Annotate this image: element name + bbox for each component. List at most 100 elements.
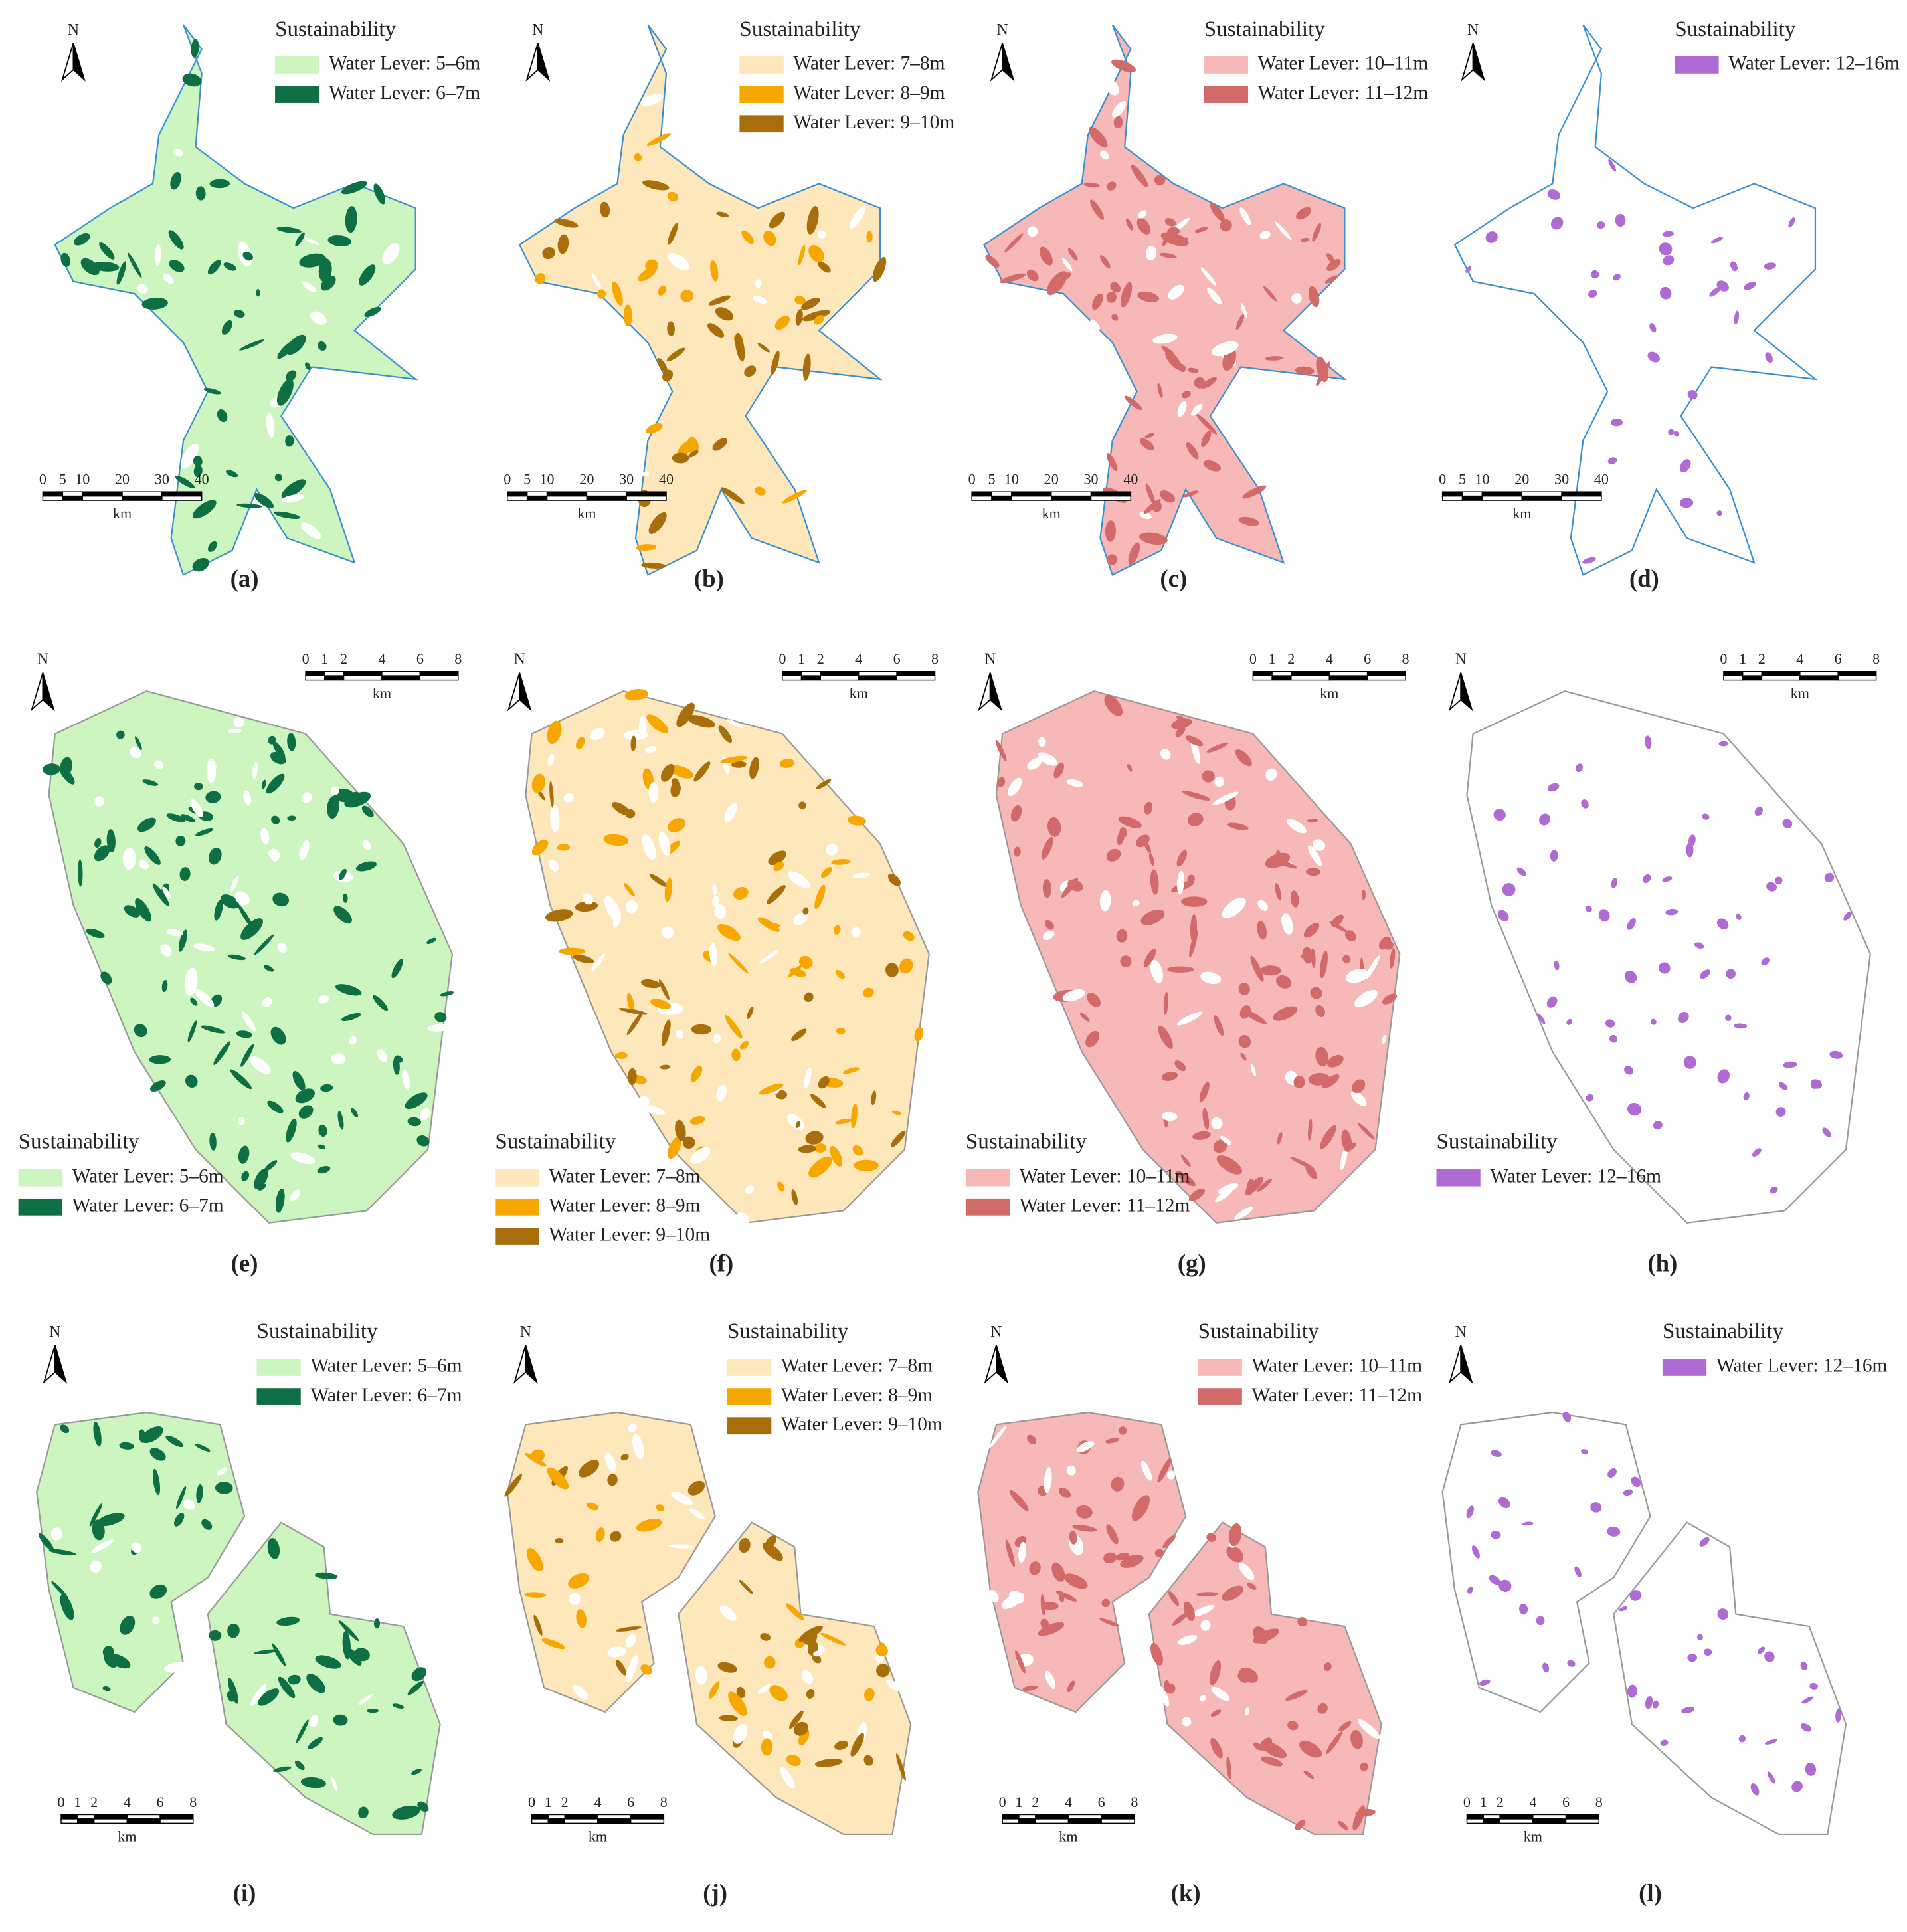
map-patch — [1320, 1125, 1336, 1149]
map-patch — [804, 992, 814, 1003]
scale-segment — [1481, 495, 1523, 501]
map-patch — [392, 1703, 405, 1709]
scale-segment — [60, 1814, 78, 1820]
map-patch — [590, 727, 605, 741]
map-patch — [1176, 1011, 1203, 1026]
map-patch — [1038, 1622, 1065, 1636]
scale-unit: km — [113, 505, 132, 522]
map-patch — [1242, 485, 1267, 499]
scale-tick-label: 0 — [57, 1794, 64, 1810]
scale-segment — [564, 1814, 598, 1820]
north-label: N — [984, 651, 996, 668]
map-patch — [1537, 1013, 1546, 1024]
map-patch — [760, 1633, 771, 1641]
map-patch — [1148, 852, 1155, 866]
map-patch — [1188, 1188, 1205, 1201]
map-patch — [1234, 1207, 1253, 1220]
map-patch — [195, 1444, 211, 1452]
map-patch — [361, 805, 374, 817]
map-patch — [1220, 219, 1232, 232]
legend-swatch — [495, 1228, 539, 1245]
scale-segment — [1461, 491, 1483, 497]
scale-segment — [419, 675, 459, 681]
map-patch — [373, 183, 386, 205]
map-patch — [1111, 1476, 1125, 1492]
map-patch — [355, 861, 377, 872]
map-patch — [48, 1549, 76, 1556]
map-patch — [1175, 726, 1186, 737]
legend-label: Water Lever: 12–16m — [1728, 53, 1900, 74]
map-patch — [1250, 955, 1264, 982]
map-patch — [1009, 1490, 1029, 1511]
map-patch — [650, 999, 671, 1009]
map-area — [207, 1521, 441, 1836]
map-patch — [658, 832, 671, 856]
scale-unit: km — [1791, 685, 1809, 702]
map-patch — [1157, 1458, 1172, 1483]
map-patch — [786, 1754, 801, 1767]
map-patch — [192, 500, 217, 519]
map-patch — [1588, 290, 1597, 298]
map-patch — [273, 511, 300, 520]
legend-label: Water Lever: 9–10m — [781, 1414, 943, 1435]
map-patch — [1211, 1686, 1230, 1701]
scale-tick-label: 1 — [1480, 1794, 1487, 1810]
map-patch — [818, 261, 831, 273]
map-patch — [1574, 1566, 1582, 1577]
map-patch — [227, 1623, 240, 1638]
north-arrow — [43, 1345, 56, 1384]
legend-title: Sustainability — [495, 1129, 616, 1154]
map-patch — [689, 1508, 705, 1520]
map-patch — [1609, 1034, 1618, 1043]
map-patch — [764, 922, 780, 928]
map-patch — [1522, 1521, 1534, 1526]
map-area — [1441, 1411, 1651, 1713]
map-patch — [1145, 483, 1156, 506]
map-patch — [1053, 762, 1064, 779]
scale-segment — [1742, 670, 1763, 676]
map-patch — [1493, 809, 1506, 821]
map-patch — [119, 1442, 134, 1450]
scale-tick-label: 40 — [1594, 471, 1609, 488]
map-patch — [1194, 377, 1206, 389]
map-patch — [152, 1616, 160, 1624]
map-patch — [535, 273, 546, 284]
map-patch — [590, 953, 606, 972]
map-patch — [1624, 1066, 1633, 1075]
map-patch — [116, 730, 125, 739]
map-patch — [1014, 846, 1021, 857]
map-patch — [547, 1467, 569, 1490]
map-patch — [798, 801, 806, 810]
map-patch — [1265, 852, 1291, 868]
map-patch — [871, 1090, 877, 1106]
map-patch — [254, 934, 274, 955]
map-patch — [1005, 1539, 1015, 1567]
scale-tick-label: 20 — [579, 471, 594, 488]
map-patch — [1647, 351, 1660, 363]
legend-swatch — [495, 1198, 539, 1216]
map-patch — [786, 1113, 805, 1131]
map-patch — [775, 1090, 788, 1100]
map-patch — [707, 323, 725, 338]
map-patch — [1613, 274, 1621, 281]
map-patch — [769, 211, 785, 229]
map-patch — [1761, 957, 1770, 966]
map-area — [518, 24, 883, 576]
map-patch — [1200, 1620, 1211, 1631]
map-patch — [1045, 1670, 1056, 1690]
map-patch — [317, 995, 329, 1004]
map-patch — [209, 179, 230, 189]
map-patch — [193, 943, 215, 952]
scale-tick-label: 1 — [1739, 650, 1746, 667]
map-patch — [1497, 910, 1509, 921]
map-patch — [607, 1646, 626, 1658]
map-patch — [160, 944, 172, 957]
map-patch — [1734, 1023, 1748, 1029]
map-patch — [1105, 1438, 1119, 1444]
map-patch — [1210, 1737, 1223, 1759]
scale-segment — [42, 495, 64, 501]
map-patch — [810, 1094, 826, 1108]
map-area — [1453, 24, 1818, 576]
map-patch — [96, 1513, 125, 1527]
scale-segment — [1441, 495, 1463, 501]
